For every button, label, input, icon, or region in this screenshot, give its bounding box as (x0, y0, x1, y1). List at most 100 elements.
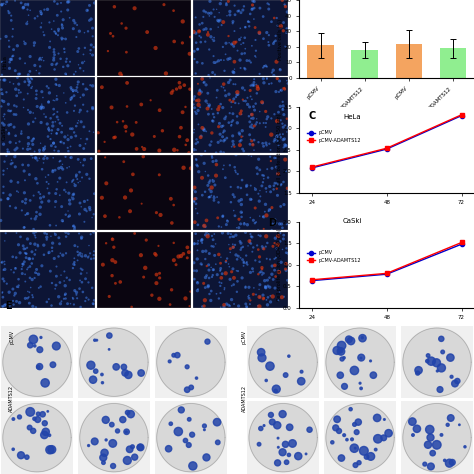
Point (222, 258, 230, 265)
Point (283, 115, 291, 122)
Point (241, 49, 248, 57)
Point (79, 250, 86, 258)
Circle shape (374, 414, 381, 421)
Point (217, 264, 225, 272)
Circle shape (452, 380, 458, 387)
Point (273, 117, 281, 125)
Point (74, 78, 82, 86)
Point (201, 284, 209, 292)
Text: HeLa: HeLa (343, 114, 361, 120)
Circle shape (121, 364, 127, 370)
Point (218, 279, 225, 287)
Point (70, 71, 78, 78)
Point (6, 301, 13, 309)
Point (4, 195, 12, 203)
Point (243, 182, 251, 189)
Point (28, 291, 36, 299)
Text: pCMV: pCMV (9, 329, 14, 344)
Point (259, 213, 267, 220)
Point (205, 72, 212, 79)
Point (55, 253, 62, 260)
Point (250, 82, 257, 90)
Point (24, 235, 31, 243)
Point (225, 32, 232, 40)
Point (45, 180, 53, 188)
Point (90, 255, 98, 262)
Point (244, 100, 251, 108)
Point (18, 130, 25, 137)
Point (41, 143, 49, 150)
Text: CaSki: CaSki (2, 125, 7, 140)
Point (255, 286, 263, 293)
Circle shape (277, 447, 279, 448)
Point (270, 40, 277, 47)
Circle shape (295, 453, 302, 460)
Circle shape (370, 360, 372, 362)
Point (227, 76, 234, 84)
Point (73, 84, 81, 91)
Point (47, 135, 55, 143)
Point (204, 172, 212, 179)
Circle shape (446, 423, 449, 426)
Point (233, 255, 241, 263)
Point (19, 242, 27, 250)
Point (238, 111, 246, 118)
Point (273, 133, 281, 140)
Circle shape (137, 444, 144, 451)
Point (43, 298, 51, 306)
Circle shape (300, 370, 303, 373)
Circle shape (367, 453, 374, 460)
Point (258, 243, 266, 250)
Point (25, 140, 32, 147)
Circle shape (333, 346, 341, 355)
Point (210, 177, 217, 185)
Point (224, 55, 232, 63)
Point (33, 87, 40, 95)
Point (73, 173, 80, 180)
Circle shape (36, 364, 43, 370)
pCMV-ADAMTS12 (459, 240, 465, 246)
Point (5, 299, 12, 307)
Point (141, 264, 149, 272)
Point (200, 222, 208, 229)
Circle shape (428, 463, 434, 470)
Point (212, 149, 220, 156)
Point (250, 82, 257, 89)
Point (238, 209, 246, 217)
Point (182, 103, 189, 111)
Point (195, 27, 203, 35)
Point (245, 292, 253, 300)
Circle shape (337, 347, 345, 355)
Point (273, 58, 280, 65)
Circle shape (122, 370, 128, 376)
Point (205, 179, 213, 186)
Point (63, 71, 70, 78)
Point (220, 301, 228, 309)
Point (51, 66, 58, 73)
Point (9, 285, 17, 293)
Point (278, 86, 285, 94)
Point (173, 85, 180, 93)
Point (210, 59, 218, 66)
Point (214, 17, 222, 24)
Point (44, 133, 52, 140)
Point (61, 186, 68, 194)
Point (237, 184, 245, 192)
Point (10, 269, 18, 276)
Point (52, 143, 59, 151)
Text: pCMV: pCMV (242, 329, 246, 344)
Point (9, 53, 16, 60)
Point (240, 262, 247, 270)
Point (26, 171, 33, 178)
Point (155, 242, 162, 250)
Point (274, 131, 282, 139)
Point (1, 115, 9, 123)
Point (46, 89, 53, 97)
Point (194, 45, 201, 53)
Circle shape (109, 422, 114, 427)
Point (226, 233, 234, 241)
Point (89, 51, 96, 59)
Point (262, 139, 270, 147)
Point (209, 36, 216, 43)
Bar (352, 50, 378, 78)
